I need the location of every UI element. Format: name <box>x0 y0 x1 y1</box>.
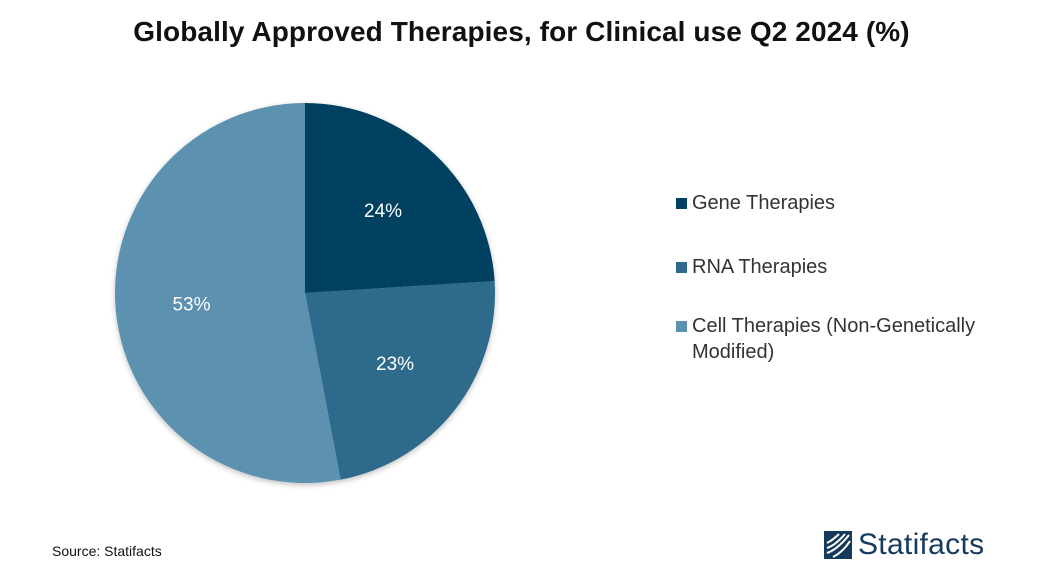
source-note: Source: Statifacts <box>52 543 162 559</box>
pie-chart: 24% 23% 53% <box>115 103 495 483</box>
legend-swatch <box>676 321 687 332</box>
legend-label: RNA Therapies <box>692 256 828 278</box>
legend-swatch <box>676 198 687 209</box>
slice-data-label: 23% <box>376 354 414 375</box>
slice-data-label: 24% <box>364 201 402 222</box>
brand-name: Statifacts <box>858 528 985 561</box>
chart-title: Globally Approved Therapies, for Clinica… <box>133 16 910 47</box>
legend-item-cell: Cell Therapies (Non-Genetically Modified… <box>676 313 1026 365</box>
legend-swatch <box>676 262 687 273</box>
legend-label: Gene Therapies <box>692 192 836 214</box>
legend-label: Cell Therapies (Non-Genetically Modified… <box>692 315 976 363</box>
pie-slice <box>115 103 341 483</box>
legend-item-rna: RNA Therapies <box>676 254 1026 280</box>
legend-item-gene: Gene Therapies <box>676 190 1026 216</box>
statifacts-logo-icon <box>824 531 852 559</box>
brand-logo: Statifacts <box>824 528 984 562</box>
pie-slice <box>305 281 495 480</box>
slice-data-label: 53% <box>172 295 210 316</box>
pie-slice <box>305 103 495 293</box>
legend: Gene Therapies RNA Therapies Cell Therap… <box>676 190 1026 403</box>
